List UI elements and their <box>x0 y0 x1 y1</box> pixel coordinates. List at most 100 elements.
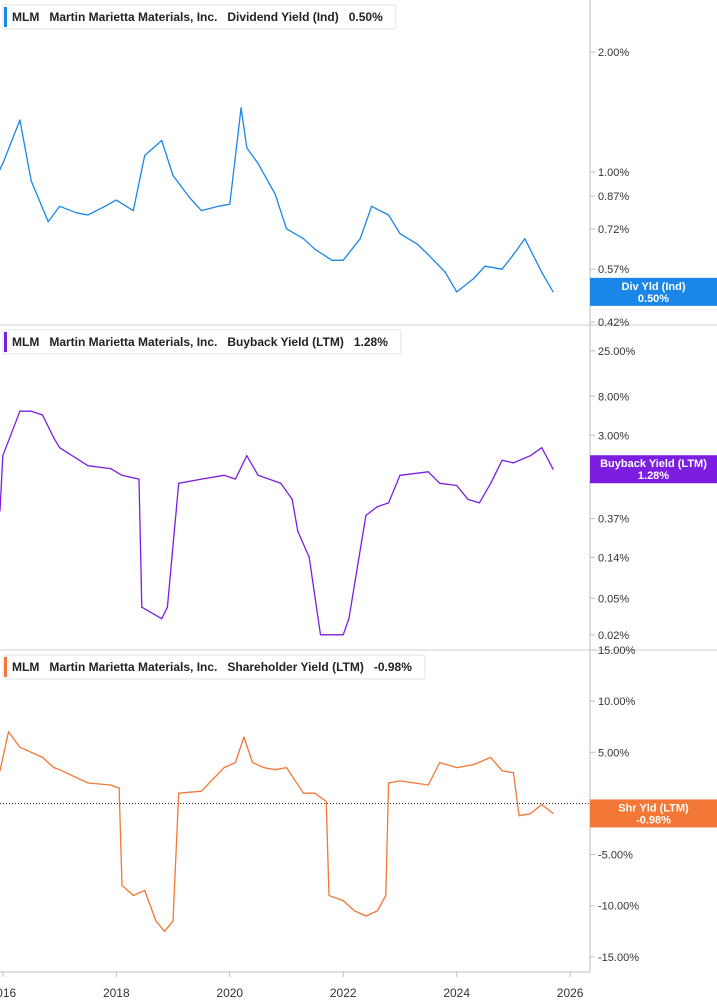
data-point <box>257 162 259 165</box>
badge-background <box>590 455 717 484</box>
x-tick-label: 2018 <box>103 986 130 1000</box>
x-tick-label: 2016 <box>0 986 17 1000</box>
data-point <box>552 291 554 293</box>
data-point <box>302 792 305 794</box>
data-point <box>30 180 32 182</box>
data-point <box>399 474 401 476</box>
legend: MLM Martin Marietta Materials, Inc. Buybac… <box>2 329 402 355</box>
data-point <box>75 212 78 214</box>
data-point <box>370 205 373 207</box>
y-tick-label: 1.00% <box>598 167 629 179</box>
data-point <box>342 900 344 902</box>
y-tick-label: 0.57% <box>598 264 629 276</box>
data-point <box>314 248 316 250</box>
data-point <box>365 915 367 917</box>
y-tick-label: 5.00% <box>598 747 629 759</box>
y-tick-label: 8.00% <box>598 391 629 403</box>
data-point <box>456 484 458 487</box>
data-point <box>529 455 532 457</box>
current-value-badge: Buyback Yield (LTM)1.28% <box>590 455 717 484</box>
data-point <box>30 410 32 412</box>
legend-ticker: MLM <box>12 335 39 349</box>
data-point <box>331 634 333 636</box>
y-tick-label: -5.00% <box>598 850 633 862</box>
data-point <box>302 238 305 240</box>
data-point <box>7 731 10 733</box>
data-point <box>110 468 112 470</box>
data-point <box>427 254 429 256</box>
data-point <box>132 209 134 212</box>
data-point <box>87 214 89 216</box>
data-point <box>19 410 21 412</box>
data-point <box>263 767 265 769</box>
data-point <box>285 228 288 230</box>
badge-label: Div Yld (Ind) <box>622 281 686 293</box>
data-point <box>53 437 55 439</box>
data-point <box>342 259 344 261</box>
data-point <box>246 147 248 149</box>
data-point <box>200 209 202 212</box>
badge-value: -0.98% <box>636 814 671 826</box>
data-point <box>456 291 458 293</box>
data-point <box>240 107 242 109</box>
data-point <box>172 920 174 922</box>
data-point <box>297 530 299 532</box>
data-point <box>87 782 89 784</box>
data-point <box>138 478 140 480</box>
data-point <box>257 474 259 476</box>
current-value-badge: Div Yld (Ind)0.50% <box>590 277 717 306</box>
data-point <box>541 271 543 273</box>
chart-panel-3: 15.00%10.00%5.00%0.00%-5.00%-10.00%-15.0… <box>0 645 717 972</box>
data-point <box>41 756 44 759</box>
data-point <box>399 233 401 235</box>
data-point <box>331 259 333 261</box>
legend-company: Martin Marietta Materials, Inc. <box>49 660 217 674</box>
data-point <box>163 930 166 932</box>
data-point <box>501 770 503 772</box>
data-point <box>456 767 458 769</box>
data-point <box>444 271 446 273</box>
data-point <box>132 894 134 897</box>
data-point <box>223 474 225 476</box>
y-tick-label: -10.00% <box>598 901 639 913</box>
data-point <box>308 556 310 558</box>
data-point <box>246 455 248 457</box>
data-point <box>524 238 526 240</box>
data-point <box>342 634 344 636</box>
legend: MLM Martin Marietta Materials, Inc. Shareh… <box>2 654 426 680</box>
legend-box <box>2 654 426 680</box>
chart-panel-2: 25.00%8.00%3.00%0.37%0.14%0.05%0.02%MLM M… <box>0 325 717 651</box>
badge-value: 1.28% <box>638 470 669 482</box>
data-point <box>19 119 21 121</box>
data-point <box>490 482 492 484</box>
data-point <box>484 265 486 267</box>
data-point <box>365 514 367 517</box>
x-tick-label: 2024 <box>443 986 470 1000</box>
data-point <box>291 498 293 500</box>
data-point <box>110 784 112 786</box>
data-point <box>490 756 492 759</box>
badge-background <box>590 799 717 828</box>
data-point <box>172 174 174 177</box>
data-point <box>115 199 117 201</box>
data-point <box>274 769 276 771</box>
data-point <box>399 780 401 782</box>
data-point <box>385 894 387 897</box>
badge-label: Buyback Yield (LTM) <box>600 458 707 470</box>
legend-metric: Dividend Yield (Ind) <box>227 10 338 24</box>
current-value-badge: Shr Yld (LTM)-0.98% <box>590 799 717 828</box>
series-line <box>0 107 554 293</box>
data-point <box>0 510 1 512</box>
data-point <box>541 447 543 449</box>
legend-color-swatch <box>4 332 7 352</box>
data-point <box>178 792 180 794</box>
y-tick-label: 0.37% <box>598 514 629 526</box>
data-point <box>141 606 143 608</box>
data-point <box>30 751 32 753</box>
data-point <box>348 618 350 620</box>
data-point <box>0 770 1 772</box>
data-point <box>319 634 322 636</box>
data-point <box>359 238 361 240</box>
x-axis: 2016 2018 2020 2022 2024 2026 <box>0 971 590 1000</box>
